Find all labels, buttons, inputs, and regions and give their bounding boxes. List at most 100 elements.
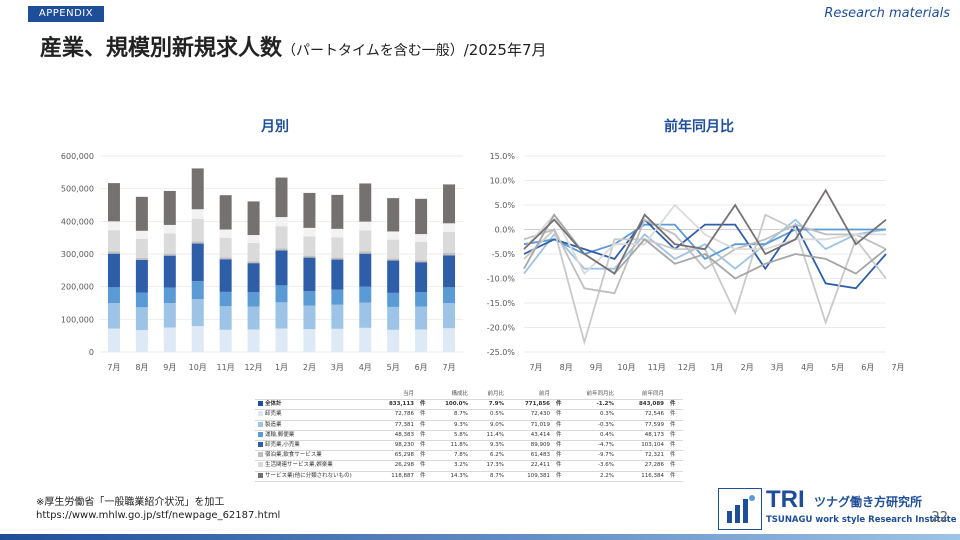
source-note: ※厚生労働省「一般職業紹介状況」を加工 https://www.mhlw.go.… — [36, 496, 280, 522]
table-cell-u1: 件 — [417, 440, 435, 452]
x-tick-label: 10月 — [617, 363, 635, 372]
bar-segment — [135, 330, 148, 352]
bar-segment — [415, 198, 428, 235]
table-cell-u1: 件 — [417, 399, 435, 411]
table-cell-prev: 22,411 — [507, 460, 553, 472]
bar-segment — [219, 257, 232, 260]
footer-bar — [0, 534, 960, 540]
bar-segment — [275, 226, 288, 249]
table-cell-u2: 件 — [553, 471, 571, 482]
research-materials-label: Research materials — [824, 6, 950, 21]
y-tick-label: 15.0% — [490, 152, 516, 161]
bar-segment — [275, 177, 288, 218]
table-row: サービス業(他に分類されないもの) 118,887 件 14.3% 8.7% 109,38… — [255, 471, 683, 482]
table-cell-mom: 6.2% — [471, 450, 507, 462]
table-cell-v1: 118,887 — [371, 471, 417, 482]
x-tick-label: 6月 — [415, 363, 428, 372]
bar-segment — [247, 306, 260, 330]
bar-segment — [415, 262, 428, 293]
bar-segment — [443, 253, 456, 256]
bar-segment — [415, 241, 428, 261]
bar-segment — [331, 228, 344, 238]
bar-segment — [247, 263, 260, 293]
y-tick-label: 10.0% — [490, 177, 516, 186]
bar-segment — [191, 326, 204, 352]
table-cell-u1: 件 — [417, 430, 435, 442]
row-label: 卸売業 — [265, 411, 282, 418]
source-url[interactable]: https://www.mhlw.go.jp/stf/newpage_62187… — [36, 510, 281, 521]
bar-segment — [387, 306, 400, 330]
legend-swatch — [258, 452, 263, 458]
table-cell-u3: 件 — [667, 420, 683, 431]
table-cell-ly: 48,173 — [617, 430, 667, 442]
table-header: 当月 — [371, 390, 417, 401]
x-tick-label: 10月 — [189, 363, 207, 372]
page-title-main: 産業、規模別新規求人数 — [40, 36, 283, 61]
bar-segment — [163, 190, 176, 225]
bar-segment — [107, 183, 120, 222]
table-cell-mom: 0.5% — [471, 409, 507, 421]
table-cell-label: 生活関連サービス業,娯楽業 — [255, 460, 371, 472]
logo-japanese-text: ツナグ働き方研究所 — [814, 495, 923, 509]
table-cell-v1: 48,383 — [371, 430, 417, 442]
table-cell-u3: 件 — [667, 440, 683, 452]
table-header: 前月 — [507, 390, 553, 401]
bar-segment — [303, 236, 316, 256]
y-tick-label: 200,000 — [61, 283, 94, 292]
table-cell-u3: 件 — [667, 471, 683, 482]
table-row: 生活関連サービス業,娯楽業 26,298 件 3.2% 17.3% 22,411 件 -3.6… — [255, 460, 683, 472]
table-cell-v1: 833,113 — [371, 399, 417, 411]
bar-segment — [387, 198, 400, 232]
table-cell-u1: 件 — [417, 471, 435, 482]
table-row: 全体計 833,113 件 100.0% 7.9% 771,856 件 -1.2% 843,08… — [255, 399, 683, 411]
bar-segment — [359, 302, 372, 328]
bar-segment — [331, 257, 344, 260]
y-tick-label: 0 — [89, 348, 94, 357]
table-cell-share: 100.0% — [435, 399, 471, 411]
table-cell-u2: 件 — [553, 440, 571, 452]
table-cell-ly: 77,599 — [617, 420, 667, 431]
table-cell-yoy: -0.3% — [571, 420, 617, 431]
x-tick-label: 11月 — [217, 363, 235, 372]
series-line — [523, 218, 887, 290]
table-cell-u2: 件 — [553, 460, 571, 472]
table-cell-yoy: -9.7% — [571, 450, 617, 462]
bar-segment — [331, 194, 344, 229]
table-cell-prev: 89,909 — [507, 440, 553, 452]
bar-segment — [135, 238, 148, 258]
bar-segment — [107, 303, 120, 329]
table-cell-u2: 件 — [553, 409, 571, 421]
table-cell-label: サービス業(他に分類されないもの) — [255, 471, 371, 482]
line-chart-title: 前年同月比 — [664, 119, 734, 135]
y-tick-label: 600,000 — [61, 152, 94, 161]
table-cell-label: 全体計 — [255, 399, 371, 411]
bar-segment — [443, 231, 456, 254]
bar-segment — [219, 237, 232, 258]
bar-segment — [219, 195, 232, 230]
bar-segment — [387, 239, 400, 259]
x-tick-label: 12月 — [678, 363, 696, 372]
x-tick-label: 5月 — [831, 363, 844, 372]
x-tick-label: 2月 — [741, 363, 754, 372]
series-line — [523, 218, 887, 275]
page-title-subtitle: （パートタイムを含む一般） — [282, 43, 464, 59]
bar-segment — [387, 231, 400, 240]
table-header — [417, 390, 435, 401]
table-cell-share: 5.8% — [435, 430, 471, 442]
y-tick-label: 500,000 — [61, 185, 94, 194]
table-cell-v1: 72,786 — [371, 409, 417, 421]
bar-segment — [331, 304, 344, 329]
bar-segment — [191, 281, 204, 300]
x-tick-label: 3月 — [331, 363, 344, 372]
bar-segment — [443, 303, 456, 329]
table-header — [667, 390, 683, 401]
table-cell-ly: 103,104 — [617, 440, 667, 452]
x-tick-label: 7月 — [529, 363, 542, 372]
table-cell-ly: 843,089 — [617, 399, 667, 411]
table-cell-u2: 件 — [553, 399, 571, 411]
table-cell-label: 卸売業 — [255, 409, 371, 421]
table-cell-ly: 72,546 — [617, 409, 667, 421]
bar-segment — [163, 327, 176, 352]
table-cell-label: 製造業 — [255, 420, 371, 431]
